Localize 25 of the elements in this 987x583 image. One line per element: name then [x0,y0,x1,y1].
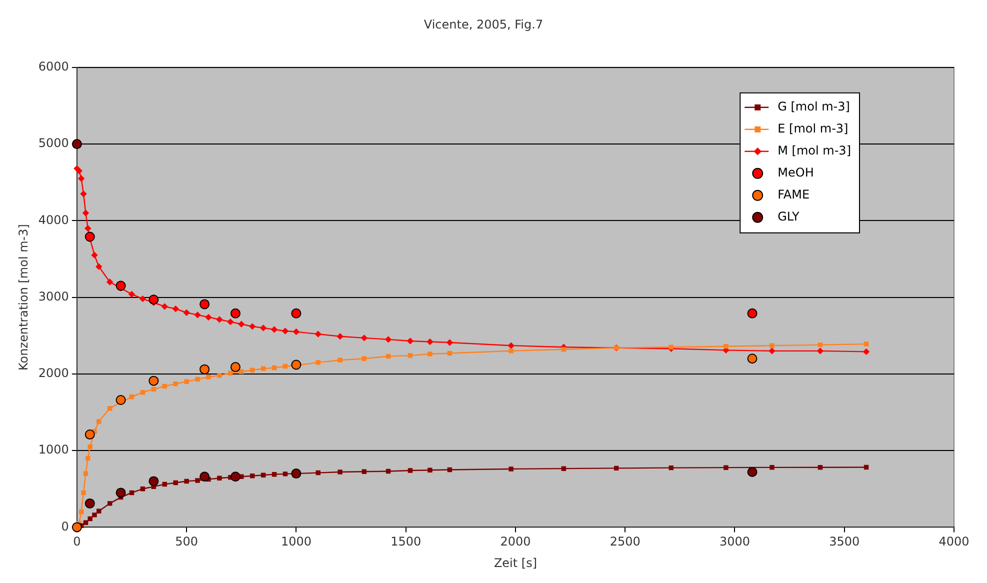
chart-title: Vicente, 2005, Fig.7 [424,17,544,32]
x-tick-label: 0 [73,534,81,549]
x-tick-label: 2000 [500,534,531,549]
legend-label: E [mol m-3] [778,122,848,136]
y-tick-label: 3000 [38,289,69,304]
y-axis-title: Konzentration [mol m-3] [16,224,30,371]
x-tick-label: 3500 [829,534,860,549]
x-tick-label: 1500 [390,534,422,549]
legend-label: GLY [778,210,800,224]
x-axis-title: Zeit [s] [494,556,538,570]
legend-label: MeOH [778,166,814,180]
y-tick-label: 0 [61,519,69,534]
x-tick-label: 3000 [719,534,750,549]
legend-label: G [mol m-3] [778,100,850,114]
legend-label: FAME [778,188,810,202]
x-tick-label: 2500 [610,534,640,549]
y-tick-label: 5000 [38,136,69,150]
y-tick-label: 6000 [38,60,69,74]
legend-label: M [mol m-3] [778,144,852,158]
x-tick-label: 4000 [938,534,970,549]
y-tick-label: 2000 [38,366,69,380]
x-tick-label: 500 [175,534,198,549]
x-tick-label: 1000 [280,534,312,549]
y-tick-label: 4000 [38,212,69,227]
y-tick-label: 1000 [38,442,69,457]
